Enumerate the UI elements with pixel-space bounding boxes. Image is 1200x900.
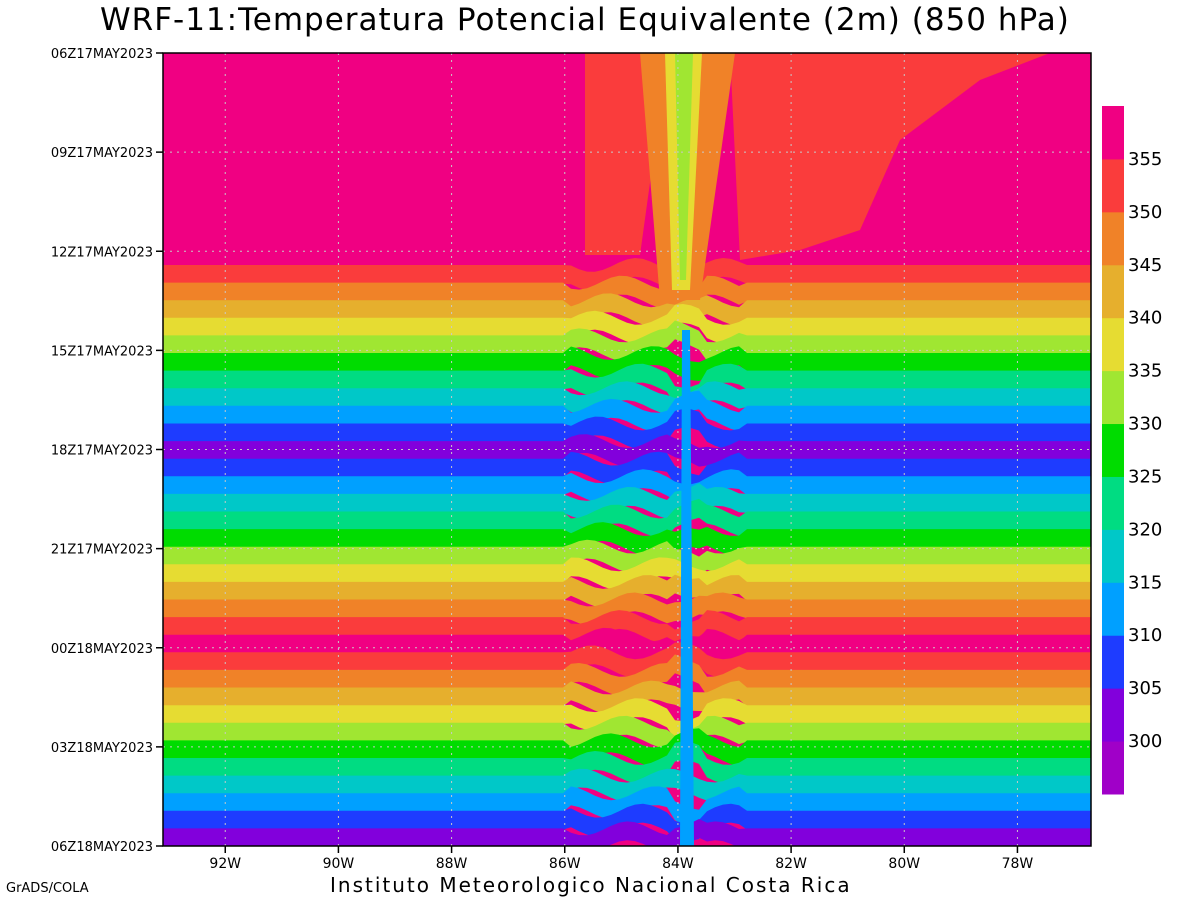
contour-band [163,275,1091,317]
contour-band [163,680,1091,714]
legend-swatch [1102,158,1124,213]
legend-label: 340 [1128,308,1162,329]
legend-swatch [1102,688,1124,742]
contour-band [163,390,1091,432]
legend-label: 300 [1128,731,1162,752]
chart-title: WRF-11:Temperatura Potencial Equivalente… [100,2,1070,38]
legend-swatch [1102,635,1124,689]
legend-label: 305 [1128,678,1162,699]
legend-label: 335 [1128,361,1162,382]
contour-band [163,522,1091,555]
footer-text: Instituto Meteorologico Nacional Costa R… [330,873,852,897]
x-tick-label: 80W [888,856,920,872]
credit-text: GrADS/COLA [6,881,89,896]
legend-swatch [1102,741,1124,795]
y-tick-label: 12Z17MAY2023 [51,245,153,260]
x-tick-label: 88W [436,856,468,872]
contour-band [163,574,1091,608]
legend-swatch [1102,264,1124,319]
legend-swatch [1102,211,1124,266]
contour-plume [585,53,690,255]
contour-band [163,819,1091,846]
contour-band [163,654,1091,696]
y-tick-label: 06Z17MAY2023 [51,47,153,62]
contour-band [163,451,1091,495]
x-tick-label: 86W [549,856,581,872]
contour-band [163,409,1091,450]
contour-band [163,698,1091,740]
legend-label: 345 [1128,255,1162,276]
contour-band [163,610,1091,649]
legend-swatch [1102,582,1124,636]
contour-plume [730,53,1050,260]
y-tick-label: 03Z18MAY2023 [51,741,153,756]
contour-band [163,483,1091,520]
contour-band [163,304,1091,344]
legend-swatch [1102,106,1124,160]
contour-band [163,381,1091,417]
legend-swatch [1102,476,1124,530]
legend-swatch [1102,370,1124,425]
legend-swatch [1102,423,1124,477]
contour-band [163,320,1091,362]
contour-band [163,346,1091,381]
contour-band [163,741,1091,784]
y-tick-label: 21Z17MAY2023 [51,543,153,558]
contour-band [163,715,1091,755]
contour-band [163,498,1091,538]
x-tick-label: 84W [662,856,694,872]
legend-label: 325 [1128,466,1162,487]
legend-swatch [1102,317,1124,372]
y-tick-label: 18Z17MAY2023 [51,444,153,459]
contour-band [163,642,1091,679]
contour-spine [680,330,694,846]
legend-label: 320 [1128,519,1162,540]
x-tick-label: 92W [209,856,241,872]
y-tick-label: 06Z18MAY2023 [51,840,153,855]
y-tick-label: 15Z17MAY2023 [51,344,153,359]
y-tick-label: 00Z18MAY2023 [51,642,153,657]
legend-label: 315 [1128,572,1162,593]
legend-swatch [1102,529,1124,583]
x-tick-label: 82W [775,856,807,872]
legend-label: 310 [1128,625,1162,646]
legend-label: 330 [1128,414,1162,435]
contour-band [163,592,1091,626]
y-tick-label: 09Z17MAY2023 [51,146,153,161]
x-tick-label: 78W [1002,856,1034,872]
legend-label: 355 [1128,149,1162,170]
x-tick-label: 90W [323,856,355,872]
legend-label: 350 [1128,202,1162,223]
contour-band [163,258,1091,291]
contour-column [675,53,693,280]
